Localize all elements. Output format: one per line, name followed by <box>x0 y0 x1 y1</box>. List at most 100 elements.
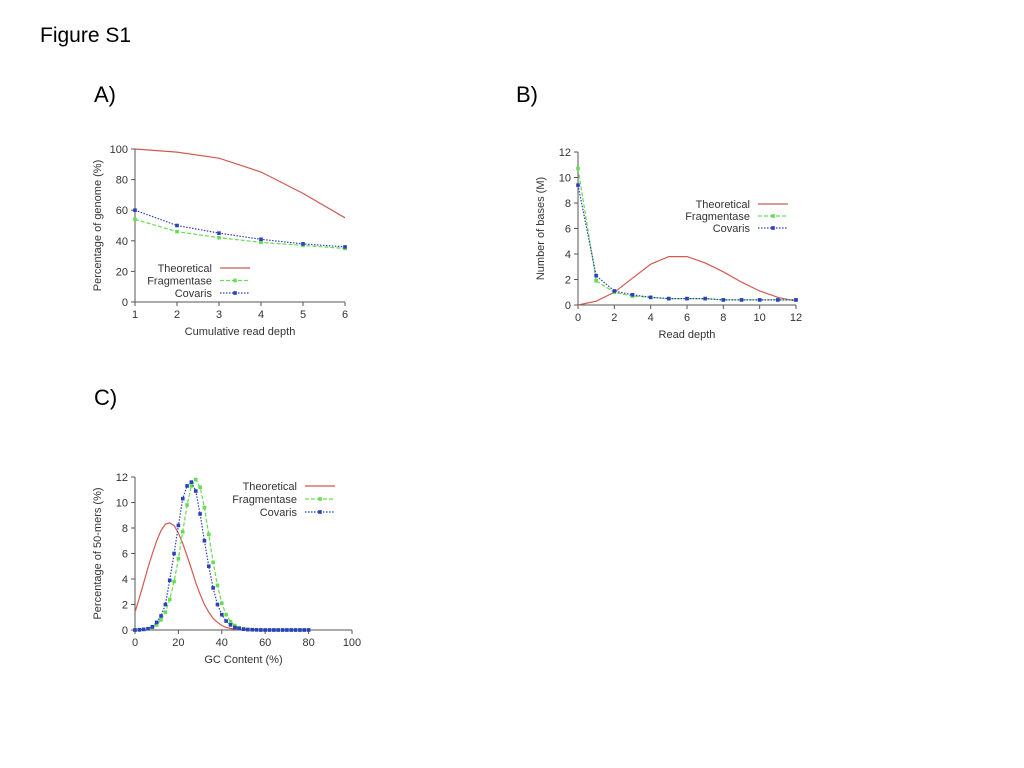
b-x-axis-label: Read depth <box>659 329 716 341</box>
a-covaris-point <box>133 208 137 212</box>
b-covaris-point <box>721 298 726 302</box>
b-covaris-point <box>594 273 598 278</box>
a-y-axis-label: Percentage of genome (%) <box>92 160 104 291</box>
b-covaris-point <box>648 295 653 300</box>
c-covaris-point <box>172 551 176 556</box>
a-fragmentase-point <box>175 229 179 234</box>
b-x-tick-label: 12 <box>790 312 802 324</box>
b-x-tick-label: 8 <box>720 312 726 324</box>
c-covaris-point <box>224 619 228 623</box>
c-y-tick-label: 8 <box>122 523 128 535</box>
c-covaris-point <box>189 480 194 484</box>
a-x-tick-label: 2 <box>174 309 180 321</box>
c-x-axis-label: GC Content (%) <box>204 654 282 666</box>
b-covaris-point <box>739 298 744 302</box>
b-covaris-point <box>612 289 617 293</box>
panel-label-a: A) <box>94 82 116 107</box>
c-fragmentase-point <box>233 623 237 628</box>
a-covaris-point <box>217 231 221 235</box>
c-covaris-point <box>285 628 289 632</box>
b-series-fragmentase-line <box>577 168 796 301</box>
b-x-tick-label: 0 <box>575 312 581 324</box>
c-covaris-point <box>193 489 198 493</box>
c-covaris-point <box>215 602 220 607</box>
panel-label-b: B) <box>516 82 538 107</box>
c-covaris-point <box>198 512 202 516</box>
c-covaris-point <box>250 627 254 632</box>
a-covaris-point <box>259 237 263 242</box>
c-x-tick-label: 100 <box>343 637 361 649</box>
c-covaris-point <box>220 612 224 617</box>
c-fragmentase-point <box>189 484 194 488</box>
figure-title: Figure S1 <box>40 24 132 47</box>
c-legend-label-theoretical: Theoretical <box>243 481 297 493</box>
c-fragmentase-point <box>163 610 168 614</box>
a-covaris-point <box>301 242 305 246</box>
c-covaris-point <box>228 623 233 627</box>
c-fragmentase-point <box>193 477 198 482</box>
c-covaris-point <box>146 626 150 631</box>
c-series-theoretical-line <box>134 522 266 631</box>
c-y-tick-label: 12 <box>116 472 128 484</box>
b-covaris-point <box>630 293 635 297</box>
c-fragmentase-point <box>159 618 163 622</box>
a-x-tick-label: 5 <box>300 309 306 321</box>
a-y-tick-label: 60 <box>116 205 128 217</box>
b-covaris-point <box>685 296 689 301</box>
c-covaris-point <box>206 564 211 569</box>
panel-label-c: C) <box>94 385 118 410</box>
c-covaris-point <box>306 628 311 632</box>
c-x-tick-label: 20 <box>172 637 184 649</box>
c-legend-marker-covaris <box>318 510 322 514</box>
chart-c-gc-content: 0 20 40 60 80 100 0 2 4 6 8 10 12 GC Content (%) Perce… <box>92 472 361 666</box>
c-legend-label-covaris: Covaris <box>260 507 298 519</box>
b-y-tick-label: 0 <box>565 300 571 312</box>
c-fragmentase-point <box>154 623 159 627</box>
b-x-tick-label: 4 <box>648 312 654 324</box>
c-covaris-point <box>180 496 185 501</box>
a-y-tick-label: 0 <box>122 297 128 309</box>
c-covaris-point <box>133 628 137 632</box>
c-covaris-point <box>289 628 294 632</box>
b-covaris-point <box>794 298 798 302</box>
a-series-covaris-line <box>134 209 346 248</box>
b-x-tick-label: 2 <box>611 312 617 324</box>
c-fragmentase-point <box>211 560 215 565</box>
a-y-tick-label: 40 <box>116 236 128 248</box>
chart-b-read-depth-distribution: 0 2 4 6 8 10 12 0 2 4 6 8 10 12 Read depth Number of ba… <box>535 147 802 341</box>
c-covaris-point <box>154 620 159 625</box>
b-x-tick-label: 10 <box>754 312 766 324</box>
c-covaris-point <box>293 628 298 632</box>
c-covaris-point <box>241 627 246 632</box>
b-legend-label-theoretical: Theoretical <box>696 199 750 211</box>
c-fragmentase-point <box>206 532 211 537</box>
a-y-tick-label: 20 <box>116 266 128 278</box>
c-fragmentase-point <box>215 583 220 588</box>
c-covaris-point <box>233 625 237 630</box>
a-covaris-point <box>175 223 179 228</box>
a-legend-marker-covaris <box>233 291 237 295</box>
c-covaris-point <box>263 628 267 632</box>
c-covaris-point <box>141 627 146 632</box>
b-series-covaris-line <box>577 185 796 301</box>
c-covaris-point <box>150 625 155 629</box>
c-covaris-point <box>298 628 302 632</box>
c-fragmentase-point <box>172 579 176 584</box>
c-covaris-point <box>167 578 172 583</box>
c-y-tick-label: 4 <box>122 574 128 586</box>
b-covaris-point <box>667 296 671 301</box>
b-covaris-point <box>703 296 707 301</box>
c-legend-marker-fragmentase <box>318 497 322 501</box>
c-fragmentase-point <box>167 597 172 602</box>
a-legend-marker-fragmentase <box>233 278 237 283</box>
b-y-axis-label: Number of bases (M) <box>535 177 547 280</box>
c-fragmentase-point <box>224 612 228 617</box>
a-fragmentase-point <box>259 240 263 245</box>
b-covaris-point <box>576 183 580 187</box>
c-covaris-point <box>237 626 241 631</box>
c-covaris-point <box>202 538 207 543</box>
b-x-tick-label: 6 <box>684 312 690 324</box>
c-x-tick-label: 0 <box>132 637 138 649</box>
b-legend-marker-fragmentase <box>771 214 775 218</box>
a-y-tick-label: 100 <box>110 144 128 156</box>
